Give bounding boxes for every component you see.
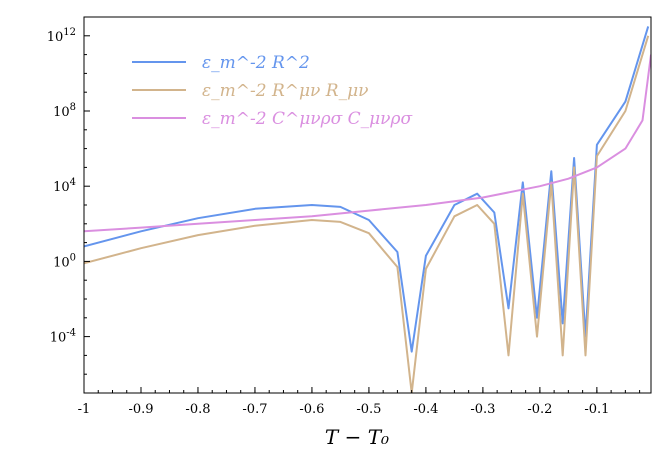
- y-tick-label: 100: [53, 252, 76, 270]
- x-tick-label: -0.5: [356, 402, 381, 417]
- x-tick-label: -0.7: [242, 402, 267, 417]
- x-axis-title: T − T₀: [325, 425, 389, 449]
- legend-label: ε_m^-2 R^2: [202, 53, 310, 73]
- x-tick-label: -0.9: [128, 402, 153, 417]
- legend-label: ε_m^-2 C^μνρσ C_μνρσ: [202, 109, 412, 129]
- x-tick-label: -0.4: [413, 402, 438, 417]
- series-line-1: [84, 26, 650, 353]
- series-line-2: [84, 35, 650, 393]
- x-tick-label: -0.2: [527, 402, 552, 417]
- x-tick-label: -0.3: [470, 402, 495, 417]
- y-tick-label: 10-4: [50, 328, 76, 346]
- plot-area: [84, 26, 651, 393]
- y-tick-label: 1012: [47, 27, 76, 45]
- axes: -1 -0.9 -0.8 -0.7 -0.6 -0.5 -0.4 -0.3 -0.2 -0.1 10…: [47, 16, 652, 417]
- legend-label: ε_m^-2 R^μν R_μν: [202, 81, 368, 101]
- x-tick-label: -0.6: [299, 402, 324, 417]
- legend: ε_m^-2 R^2 ε_m^-2 R^μν R_μν ε_m^-2 C^μνρσ …: [132, 53, 412, 129]
- x-tick-label: -0.8: [185, 402, 210, 417]
- y-tick-label: 104: [53, 177, 76, 195]
- plot-frame: [83, 16, 652, 394]
- y-tick-label: 108: [53, 102, 76, 120]
- series-line-3: [84, 54, 651, 233]
- x-tick-label: -0.1: [584, 402, 609, 417]
- x-tick-label: -1: [78, 402, 91, 417]
